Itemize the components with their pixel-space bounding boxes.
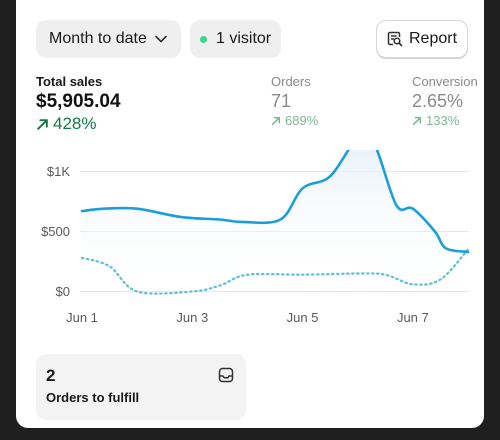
x-tick-label: Jun 7 bbox=[397, 310, 429, 325]
metric-change: 428% bbox=[36, 114, 121, 134]
metric-total-sales[interactable]: Total sales $5,905.04 428% bbox=[36, 74, 121, 134]
fulfill-count: 2 bbox=[46, 366, 56, 385]
metric-value: 71 bbox=[271, 91, 292, 111]
date-range-selector[interactable]: Month to date bbox=[36, 20, 181, 58]
sales-line-chart: $1K $500 $0 Jun 1 Jun 3 Jun 5 Jun 7 bbox=[41, 150, 470, 325]
date-range-label: Month to date bbox=[49, 30, 147, 47]
report-search-icon bbox=[387, 31, 403, 47]
metric-change-value: 689% bbox=[285, 113, 319, 128]
visitors-label: 1 visitor bbox=[216, 30, 272, 47]
y-tick-label: $0 bbox=[56, 284, 70, 299]
chevron-down-icon bbox=[155, 35, 167, 43]
comparison-series-line bbox=[80, 248, 470, 295]
current-series-line bbox=[80, 150, 470, 254]
metric-value: 2.65% bbox=[412, 91, 464, 111]
dashboard-panel: Month to date 1 visitor Report Total sal… bbox=[16, 0, 484, 428]
metric-change-value: 428% bbox=[53, 114, 97, 133]
y-tick-label: $500 bbox=[41, 224, 70, 239]
y-tick-label: $1K bbox=[47, 164, 70, 179]
metric-change-value: 133% bbox=[426, 113, 460, 128]
area-fill bbox=[82, 150, 468, 292]
metric-label: Conversion bbox=[412, 74, 478, 89]
arrow-up-right-icon bbox=[271, 116, 281, 125]
inbox-icon bbox=[218, 367, 234, 383]
metric-change: 689% bbox=[271, 113, 318, 128]
x-tick-label: Jun 1 bbox=[66, 310, 98, 325]
live-visitors-button[interactable]: 1 visitor bbox=[190, 20, 281, 58]
metric-label: Orders bbox=[271, 74, 311, 89]
metric-value: $5,905.04 bbox=[36, 91, 121, 112]
fulfill-label: Orders to fulfill bbox=[46, 390, 140, 405]
orders-to-fulfill-card[interactable]: 2 Orders to fulfill bbox=[36, 354, 246, 420]
metric-conversion[interactable]: Conversion 2.65% 133% bbox=[412, 74, 478, 128]
arrow-up-right-icon bbox=[37, 118, 48, 130]
arrow-up-right-icon bbox=[412, 116, 422, 125]
report-label: Report bbox=[408, 30, 458, 47]
live-status-dot bbox=[200, 35, 207, 43]
metric-change: 133% bbox=[412, 113, 478, 128]
x-tick-label: Jun 5 bbox=[287, 310, 319, 325]
report-button[interactable]: Report bbox=[376, 20, 468, 58]
x-tick-label: Jun 3 bbox=[176, 310, 208, 325]
metric-label: Total sales bbox=[36, 74, 103, 89]
metric-orders[interactable]: Orders 71 689% bbox=[271, 74, 318, 128]
